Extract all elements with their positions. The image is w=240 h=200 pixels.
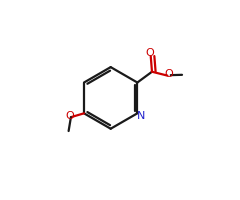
Text: N: N bbox=[137, 111, 145, 121]
Text: O: O bbox=[164, 69, 173, 79]
Text: O: O bbox=[146, 48, 154, 58]
Text: O: O bbox=[65, 111, 74, 121]
